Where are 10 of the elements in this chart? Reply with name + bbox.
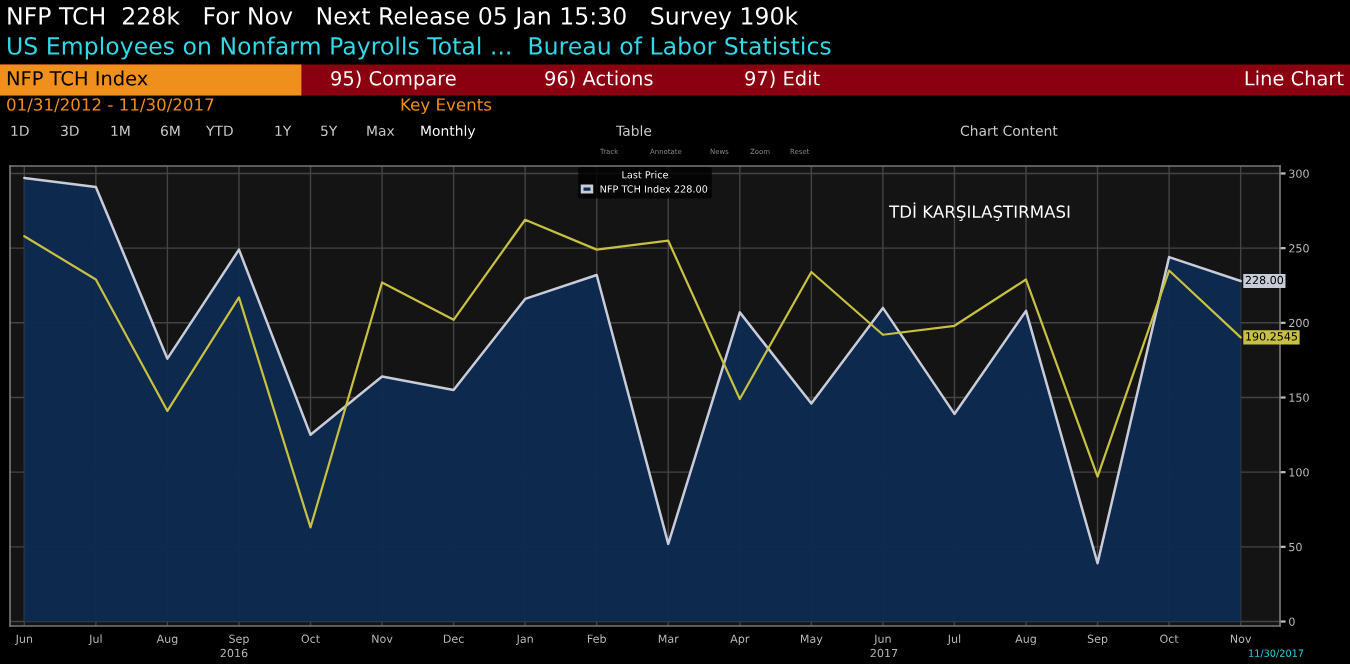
annotation: TDİ KARŞILAŞTIRMASI <box>888 202 1070 221</box>
text: Line Chart <box>1245 70 1344 86</box>
text: 95) Compare <box>331 70 456 90</box>
text: 97) Edit <box>745 70 820 88</box>
text: NFP TCH Index <box>7 70 148 86</box>
text: 96) Actions <box>545 70 653 88</box>
text: 01/31/2012 - 11/30/2017 <box>7 98 214 113</box>
text: Key Events <box>401 98 492 115</box>
chart-subtitle: US Employees on Nonfarm Payrolls Total ... Bureau of Labor Statistics <box>8 36 831 60</box>
chart-title: NFP TCH 228k For Nov Next Release 05 Jan 15:30 Survey 190k <box>8 6 799 30</box>
